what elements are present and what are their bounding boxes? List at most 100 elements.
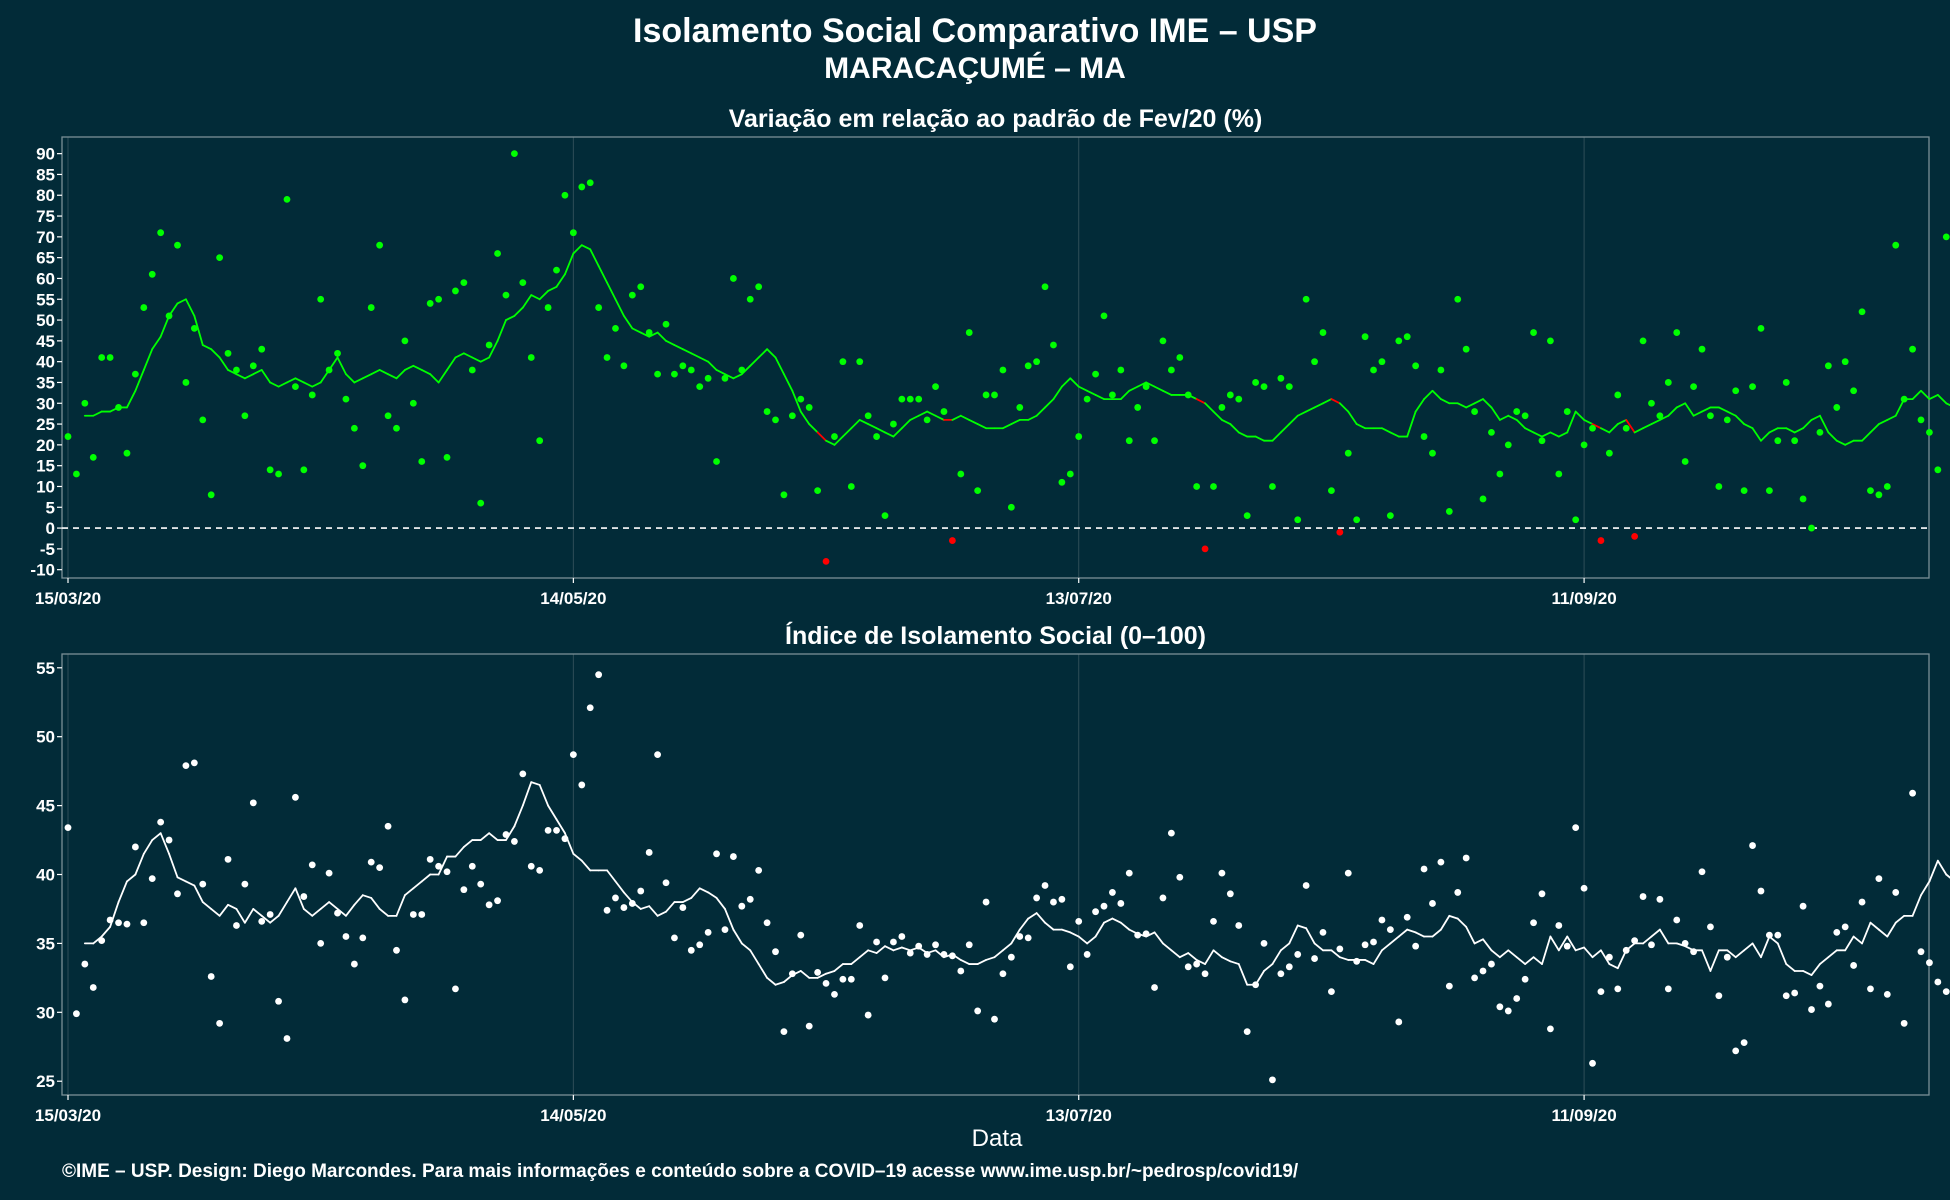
data-point	[1328, 487, 1335, 495]
moving-average-segment	[471, 356, 482, 363]
data-point	[1024, 362, 1032, 370]
data-point	[73, 470, 80, 478]
data-point	[1016, 933, 1024, 940]
y-tick-label: -10	[30, 561, 55, 580]
moving-average-segment	[766, 976, 777, 986]
moving-average-segment	[1279, 942, 1291, 952]
data-point	[1260, 383, 1268, 391]
data-point	[452, 287, 459, 295]
moving-average-segment	[698, 887, 710, 894]
moving-average-segment	[235, 908, 246, 924]
moving-average-segment	[808, 423, 819, 434]
data-point	[1589, 424, 1596, 432]
x-tick-label: 15/03/20	[35, 589, 101, 608]
moving-average-segment	[1364, 959, 1375, 965]
moving-average-segment	[1153, 385, 1164, 392]
moving-average-segment	[201, 344, 213, 351]
data-point	[1319, 928, 1327, 936]
data-point	[1378, 358, 1386, 366]
data-point	[881, 512, 889, 519]
moving-average-segment	[218, 356, 229, 371]
x-tick-label: 13/07/20	[1046, 1106, 1112, 1125]
moving-average-segment	[479, 832, 491, 841]
moving-average-segment	[92, 410, 103, 417]
data-point	[1252, 981, 1260, 989]
data-point	[1799, 902, 1807, 910]
moving-average-segment	[530, 781, 541, 786]
data-point	[224, 855, 232, 863]
data-point	[923, 416, 931, 424]
moving-average-segment	[740, 942, 752, 952]
moving-average-segment	[227, 903, 238, 910]
moving-average-segment	[1920, 389, 1931, 401]
data-point	[1572, 516, 1580, 524]
data-point	[199, 880, 207, 888]
moving-average-segment	[1658, 414, 1670, 421]
moving-average-segment	[1448, 914, 1459, 920]
data-point	[671, 934, 678, 942]
data-point	[1513, 408, 1521, 415]
moving-average-segment	[1743, 942, 1754, 952]
data-point	[1226, 890, 1234, 898]
moving-average-segment	[867, 949, 878, 954]
moving-average-segment	[951, 414, 962, 421]
data-point	[1749, 383, 1756, 391]
data-point	[822, 979, 830, 987]
data-point	[965, 329, 973, 336]
data-point	[721, 374, 729, 382]
y-tick-label: 30	[36, 394, 55, 413]
y-tick-label: 15	[36, 457, 55, 476]
moving-average-segment	[1440, 398, 1451, 405]
moving-average-segment	[1440, 914, 1451, 931]
data-point	[1243, 1028, 1251, 1036]
moving-average-segment	[193, 884, 204, 903]
moving-average-segment	[345, 373, 356, 384]
data-point	[1892, 241, 1900, 249]
data-point	[1437, 366, 1445, 374]
moving-average-segment	[707, 891, 718, 899]
moving-average-segment	[1810, 963, 1821, 977]
moving-average-segment	[1204, 402, 1215, 413]
data-point	[721, 926, 729, 934]
data-point	[1867, 985, 1874, 993]
data-point	[157, 818, 165, 826]
y-tick-label: 30	[36, 1003, 55, 1022]
data-point	[654, 370, 661, 378]
data-point	[1142, 930, 1150, 938]
moving-average-segment	[370, 897, 381, 910]
data-point	[1824, 362, 1832, 370]
data-point	[856, 358, 864, 366]
moving-average-segment	[1557, 935, 1569, 952]
moving-average-segment	[1827, 431, 1838, 442]
data-point	[1134, 404, 1142, 411]
moving-average-segment	[1701, 949, 1712, 972]
data-point	[1378, 916, 1386, 924]
data-point	[140, 919, 148, 927]
moving-average-segment	[260, 914, 272, 924]
data-point	[957, 470, 965, 478]
data-point	[603, 354, 611, 361]
moving-average-segment	[656, 910, 667, 917]
data-point	[1462, 345, 1470, 353]
moving-average-segment	[1322, 398, 1333, 405]
y-tick-label: 50	[36, 311, 55, 330]
moving-average-segment	[1549, 935, 1560, 952]
panel-border	[61, 136, 1930, 579]
moving-average-segment	[976, 959, 987, 965]
data-point	[1605, 449, 1613, 457]
data-point	[932, 941, 939, 949]
data-point	[1041, 283, 1049, 291]
data-point	[1412, 362, 1420, 370]
moving-average-segment	[606, 281, 617, 301]
data-point	[1201, 970, 1209, 978]
data-point	[190, 759, 198, 767]
moving-average-segment	[833, 435, 844, 446]
moving-average-segment	[1861, 431, 1872, 442]
moving-average-segment	[353, 894, 364, 906]
moving-average-segment	[833, 963, 844, 972]
moving-average-segment	[404, 364, 415, 371]
data-point	[1774, 931, 1782, 939]
data-point	[1142, 383, 1150, 391]
data-point	[1445, 508, 1453, 515]
moving-average-segment	[134, 852, 145, 876]
